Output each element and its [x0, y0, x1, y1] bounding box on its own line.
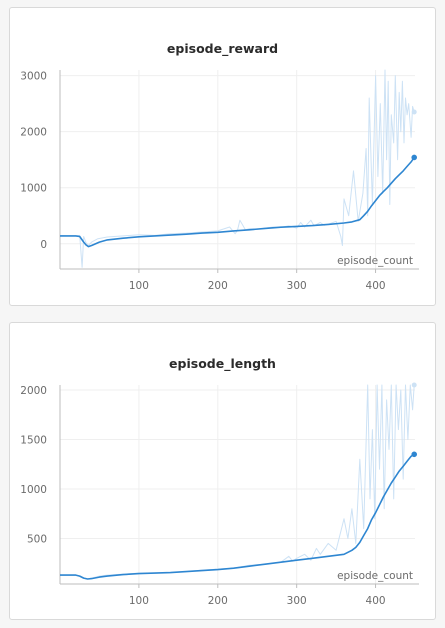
raw-series-line: [60, 69, 415, 268]
chart-title: episode_length: [169, 356, 276, 371]
chart-title: episode_reward: [166, 41, 279, 56]
y-tick-label: 1500: [20, 434, 47, 446]
y-tick-label: 2000: [20, 127, 47, 139]
chart-plot-area: 0 1000 2000 3000 100 200 300 400 episode_count: [20, 69, 419, 292]
x-axis-label: episode_count: [337, 255, 413, 267]
x-tick-label: 400: [366, 280, 386, 292]
chart-panel-episode-reward: episode_reward 0 1000 2000 3000 100 200 300 400…: [9, 7, 436, 306]
smoothed-endpoint-marker: [411, 451, 418, 458]
y-tick-label: 0: [40, 239, 47, 251]
smoothed-endpoint-marker: [411, 154, 418, 161]
y-tick-label: 1000: [20, 484, 47, 496]
x-tick-label: 200: [208, 595, 228, 607]
chart-plot-area: 500 1000 1500 2000 100 200 300 400 episode_count: [20, 382, 419, 607]
y-tick-label: 1000: [20, 183, 47, 195]
raw-endpoint-marker: [411, 109, 417, 115]
smoothed-series-line: [60, 156, 415, 248]
y-tick-label: 500: [27, 533, 47, 545]
x-tick-label: 400: [366, 595, 386, 607]
y-tick-label: 3000: [20, 71, 47, 83]
x-tick-label: 100: [129, 595, 149, 607]
x-tick-label: 100: [129, 280, 149, 292]
raw-endpoint-marker: [411, 382, 417, 388]
x-tick-label: 300: [287, 595, 307, 607]
x-tick-label: 300: [287, 280, 307, 292]
x-tick-label: 200: [208, 280, 228, 292]
y-tick-label: 2000: [20, 385, 47, 397]
smoothed-series-line: [60, 453, 415, 580]
x-axis-label: episode_count: [337, 570, 413, 582]
chart-panel-episode-length: episode_length 500 1000 1500 2000 100 200 300 4…: [9, 322, 436, 620]
raw-series-line: [60, 384, 415, 580]
